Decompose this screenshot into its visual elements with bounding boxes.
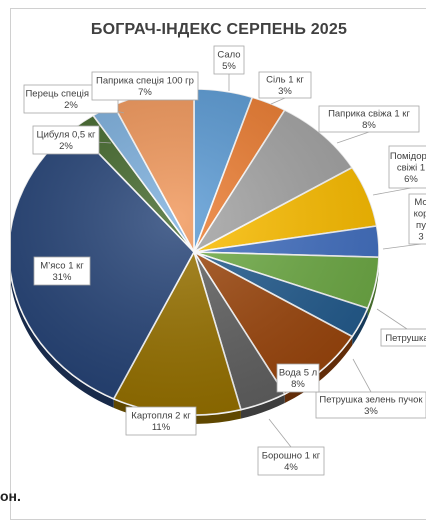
data-label-text: 4% [284, 462, 298, 473]
data-label-box [213, 45, 245, 75]
pie-slice-side [240, 394, 285, 419]
footer-text: он. [0, 488, 21, 504]
data-label-text: кор [414, 209, 426, 220]
data-label-text: пу [416, 220, 426, 231]
data-label-text: 8% [291, 379, 305, 390]
label-leader-line [352, 358, 372, 393]
label-leader-line [268, 418, 292, 448]
data-label-box [91, 71, 199, 101]
data-label-text: 31% [52, 272, 72, 283]
data-label-box [380, 328, 426, 347]
data-label-box [388, 145, 426, 189]
label-leader-line [336, 131, 370, 144]
data-label: Цибуля 0,5 кг2% [32, 125, 100, 155]
data-label-text: Сало [217, 50, 240, 61]
data-label-text: 11% [152, 422, 171, 433]
data-label-text: 3% [278, 86, 292, 97]
data-label-text: 3 [418, 232, 423, 243]
chart-title: БОГРАЧ-ІНДЕКС СЕРПЕНЬ 2025 [90, 21, 348, 38]
label-leader-line [270, 97, 286, 105]
data-label-text: Борошно 1 кг [262, 451, 321, 462]
data-label-text: Петрушка [385, 333, 426, 344]
label-leader-line [376, 308, 408, 330]
data-label-box [257, 446, 325, 476]
data-label-text: Картопля 2 кг [131, 411, 191, 422]
data-label-text: Мо [414, 197, 426, 208]
data-label: Петрушка [380, 328, 426, 347]
data-label: Сіль 1 кг3% [258, 71, 312, 99]
pie-slices [11, 88, 380, 416]
data-label-text: Паприка свіжа 1 кг [328, 109, 410, 120]
data-label-box [318, 105, 420, 133]
data-label-text: 2% [64, 100, 78, 111]
data-label-text: 5% [222, 61, 236, 72]
data-label-box [315, 391, 426, 419]
data-label: Паприка спеція 100 гр7% [91, 71, 199, 101]
data-label-box [33, 256, 91, 286]
data-label-box [258, 71, 312, 99]
data-label: Помідорисвіжі 16% [388, 145, 426, 189]
data-label-text: Вода 5 л [279, 368, 317, 379]
data-label-text: 7% [138, 87, 152, 98]
pie-shading [11, 89, 379, 415]
data-label-text: свіжі 1 [397, 162, 425, 173]
label-leader-line [382, 243, 422, 250]
data-label-box [276, 363, 320, 393]
data-label-text: Паприка спеція 100 гр [96, 76, 194, 87]
data-label-text: 3% [364, 406, 378, 417]
chart-frame: БОГРАЧ-ІНДЕКС СЕРПЕНЬ 2025 Сало 5% Сіль 1 … [10, 8, 426, 520]
label-leader-line [372, 187, 412, 196]
data-label: Борошно 1 кг4% [257, 446, 325, 476]
data-label-text: 8% [362, 120, 376, 131]
data-label: Паприка свіжа 1 кг8% [318, 105, 420, 133]
data-label-text: Сіль 1 кг [266, 75, 304, 86]
data-label-text: Цибуля 0,5 кг [37, 130, 96, 141]
data-label-box [125, 406, 197, 436]
data-label-text: Помідори [390, 151, 426, 162]
data-label-text: М’ясо 1 кг [40, 261, 84, 272]
data-label-text: 6% [404, 174, 418, 185]
data-label-text: Петрушка зелень пучок [319, 395, 423, 406]
data-label-box [32, 125, 100, 155]
data-label-text: Перець спеція пачка [25, 89, 117, 100]
data-label-box [408, 193, 426, 245]
data-label: Вода 5 л8% [276, 363, 320, 393]
data-label: Мокорпу3 [408, 193, 426, 245]
data-label-text: 2% [59, 141, 73, 152]
